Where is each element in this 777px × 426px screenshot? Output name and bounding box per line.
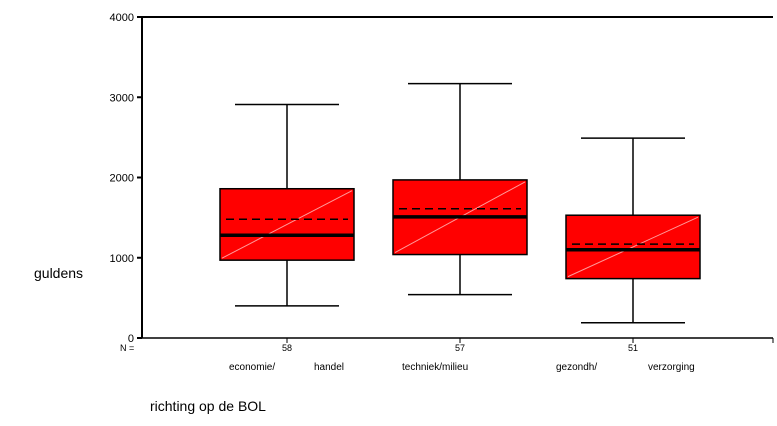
y-tick-label: 0 xyxy=(128,333,134,345)
n-count: 57 xyxy=(455,343,465,353)
n-label: N = xyxy=(120,343,134,353)
category-label: economie/ xyxy=(229,362,275,373)
box-group xyxy=(392,82,528,296)
n-count: 51 xyxy=(628,343,638,353)
box-group xyxy=(565,137,701,324)
box-group xyxy=(219,103,355,307)
boxes xyxy=(219,82,701,324)
n-count: 58 xyxy=(282,343,292,353)
y-tick-label: 1000 xyxy=(110,253,134,265)
category-label: handel xyxy=(314,362,344,373)
category-label: techniek/milieu xyxy=(402,362,468,373)
y-tick-label: 2000 xyxy=(110,173,134,185)
y-axis-label: guldens xyxy=(34,265,83,281)
y-axis: 0 1000 2000 3000 4000 xyxy=(110,12,142,345)
category-label: verzorging xyxy=(648,362,695,373)
box-diagonal xyxy=(567,216,699,278)
plot-frame xyxy=(141,16,773,339)
x-axis-label: richting op de BOL xyxy=(150,398,266,414)
category-label: gezondh/ xyxy=(556,362,597,373)
x-axis: N = 58 economie/handel 57 techniek/milieu 51 g… xyxy=(120,338,774,373)
y-tick-label: 4000 xyxy=(110,12,134,24)
box-diagonal xyxy=(221,190,353,259)
y-tick-label: 3000 xyxy=(110,92,134,104)
